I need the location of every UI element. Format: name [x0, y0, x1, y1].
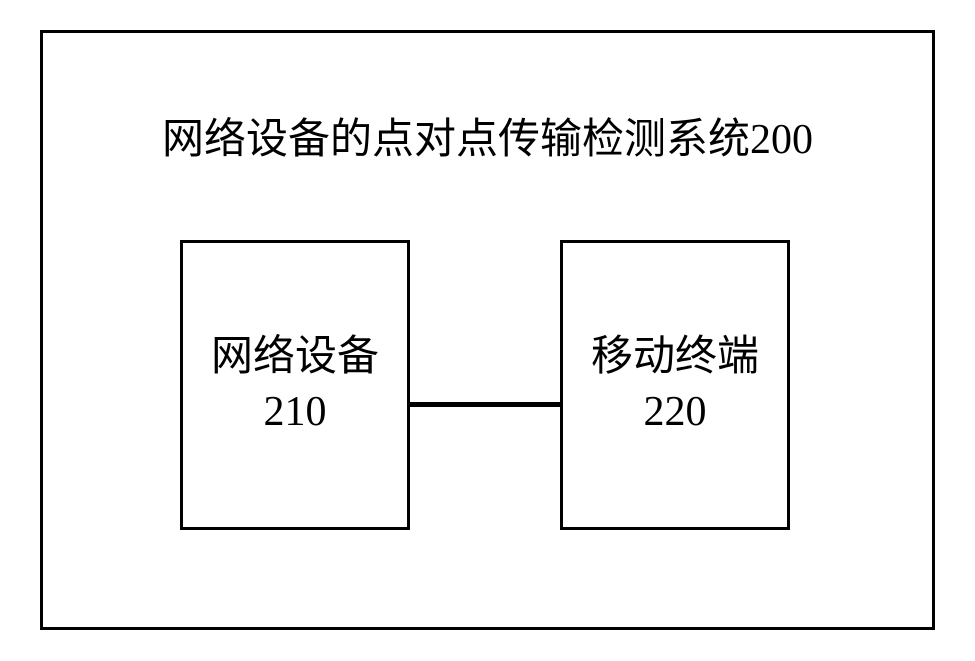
node-label-line1: 网络设备 [211, 334, 379, 380]
node-label-line1: 移动终端 [591, 334, 759, 380]
node-label: 网络设备 210 [211, 330, 379, 439]
node-label: 移动终端 220 [591, 330, 759, 439]
node-label-line2: 220 [643, 389, 706, 435]
node-label-line2: 210 [263, 389, 326, 435]
edge-connector [410, 402, 560, 407]
diagram-title: 网络设备的点对点传输检测系统200 [40, 105, 935, 166]
node-network-device: 网络设备 210 [180, 240, 410, 530]
title-text: 网络设备的点对点传输检测系统200 [162, 117, 813, 163]
node-mobile-terminal: 移动终端 220 [560, 240, 790, 530]
